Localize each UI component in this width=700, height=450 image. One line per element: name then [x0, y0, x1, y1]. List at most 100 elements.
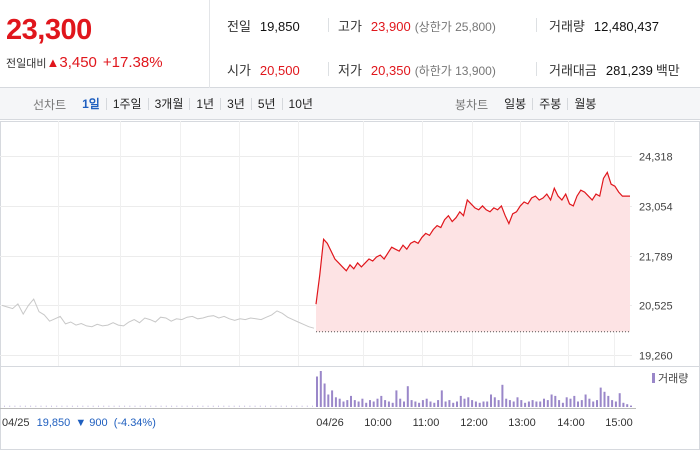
stat-value: 12,480,437	[593, 19, 659, 34]
volume-bar	[82, 405, 84, 407]
volume-bar	[113, 405, 115, 407]
volume-bar	[338, 398, 341, 407]
volume-bar	[577, 401, 579, 407]
volume-bar	[98, 405, 99, 407]
volume-bar	[372, 401, 375, 407]
x-tick-label: 13:00	[508, 417, 536, 429]
line-chart-label: 선차트	[33, 97, 67, 112]
volume-bar	[452, 402, 455, 407]
prev-day-percent: (-4.34%)	[114, 417, 156, 429]
intraday-price-area	[316, 172, 630, 332]
tab-daily-candle[interactable]: 일봉	[504, 97, 527, 111]
volume-bar	[384, 400, 387, 407]
volume-bar	[35, 405, 37, 407]
volume-bar	[14, 405, 16, 407]
x-axis-labels: 04/26 10:00 11:00 12:00 13:00 14:00 15:0…	[316, 417, 633, 429]
tab-3m[interactable]: 3개월	[147, 98, 190, 110]
stat-value: 20,350	[370, 63, 411, 78]
tab-5y[interactable]: 5년	[250, 98, 282, 110]
volume-bar	[561, 402, 564, 407]
volume-bar	[467, 397, 470, 407]
stat-value: 23,900	[370, 19, 411, 34]
volume-bar	[459, 395, 462, 407]
prev-day-price-line	[1, 298, 315, 329]
down-arrow-icon: ▼	[75, 417, 86, 429]
y-axis-labels: 24,318 23,054 21,789 20,525 19,260	[639, 152, 673, 363]
divider	[328, 18, 329, 32]
current-price: 23,300	[6, 14, 92, 46]
volume-bar	[622, 402, 625, 407]
volume-bar	[569, 398, 572, 407]
volume-bar	[614, 401, 617, 407]
volume-bar	[611, 400, 614, 407]
volume-bar	[56, 405, 58, 407]
stat-volume: 거래량 12,480,437	[549, 16, 659, 35]
volume-bar	[218, 405, 219, 407]
tab-10y[interactable]: 10년	[281, 98, 319, 110]
x-tick-label: 04/26	[316, 417, 344, 429]
volume-bar	[155, 405, 157, 407]
volume-bar	[588, 398, 591, 407]
y-tick-label: 20,525	[639, 301, 673, 313]
price-stats: 전일 19,850 고가 23,900 (상한가 25,800) 거래량 12,480,…	[210, 0, 700, 88]
volume-bar	[508, 400, 511, 407]
volume-bar	[463, 398, 466, 407]
prev-day-date: 04/25	[2, 417, 30, 429]
volume-bar	[353, 400, 356, 407]
volume-bar	[425, 398, 428, 407]
line-chart-tabs: 선차트 1일 1주일 3개월 1년 3년 5년 10년	[33, 88, 319, 120]
divider	[536, 62, 537, 76]
volume-bar	[61, 405, 63, 407]
volume-bar	[395, 390, 398, 407]
change-value: 3,450	[59, 54, 97, 71]
volume-bar	[410, 400, 413, 407]
volume-bar	[301, 405, 303, 407]
volume-bar	[596, 400, 598, 407]
tab-1w[interactable]: 1주일	[105, 98, 148, 110]
x-tick-label: 12:00	[460, 417, 488, 429]
tab-3y[interactable]: 3년	[220, 98, 251, 110]
stat-value: 19,850	[259, 19, 300, 34]
volume-bar	[406, 386, 409, 407]
volume-bar	[592, 401, 595, 407]
tab-weekly-candle[interactable]: 주봉	[532, 98, 567, 110]
stat-label: 전일	[227, 19, 251, 34]
price-chart[interactable]: 24,318 23,054 21,789 20,525 19,260 거래량 0…	[0, 121, 700, 450]
volume-bar	[291, 405, 293, 407]
volume-bar	[512, 401, 515, 407]
tab-1d[interactable]: 1일	[82, 97, 100, 111]
volume-bar	[584, 394, 587, 407]
volume-bar	[380, 395, 383, 407]
stat-unit: 백만	[655, 63, 680, 78]
volume-bar	[399, 398, 402, 407]
volume-bar	[319, 371, 322, 407]
tab-1y[interactable]: 1년	[189, 98, 220, 110]
volume-bar	[437, 400, 440, 407]
volume-bar	[403, 401, 405, 407]
volume-bar	[543, 398, 545, 407]
tab-monthly-candle[interactable]: 월봉	[567, 98, 602, 110]
volume-bar	[520, 400, 523, 407]
volume-bar	[176, 405, 178, 407]
volume-bar	[212, 405, 214, 407]
volume-bar	[573, 395, 576, 407]
volume-bar	[391, 402, 394, 407]
volume-bar	[527, 401, 530, 407]
stat-high: 고가 23,900 (상한가 25,800)	[338, 16, 496, 35]
price-change: 전일대비▲3,450 +17.38%	[6, 54, 163, 71]
volume-bar	[270, 405, 272, 407]
volume-bar	[228, 405, 230, 407]
volume-bar	[71, 405, 73, 407]
stat-label: 시가	[227, 63, 251, 78]
y-tick-label: 19,260	[639, 351, 673, 363]
volume-bar	[440, 390, 443, 407]
volume-bar	[387, 401, 390, 407]
volume-bar	[433, 402, 436, 407]
volume-bar	[493, 397, 496, 407]
volume-bar	[516, 397, 519, 407]
volume-bar	[444, 401, 447, 407]
stat-label: 고가	[338, 19, 362, 34]
volume-bar	[30, 405, 32, 407]
chart-tab-bar: 선차트 1일 1주일 3개월 1년 3년 5년 10년 봉차트 일봉 주봉 월봉	[0, 88, 700, 120]
volume-bar	[331, 390, 334, 407]
